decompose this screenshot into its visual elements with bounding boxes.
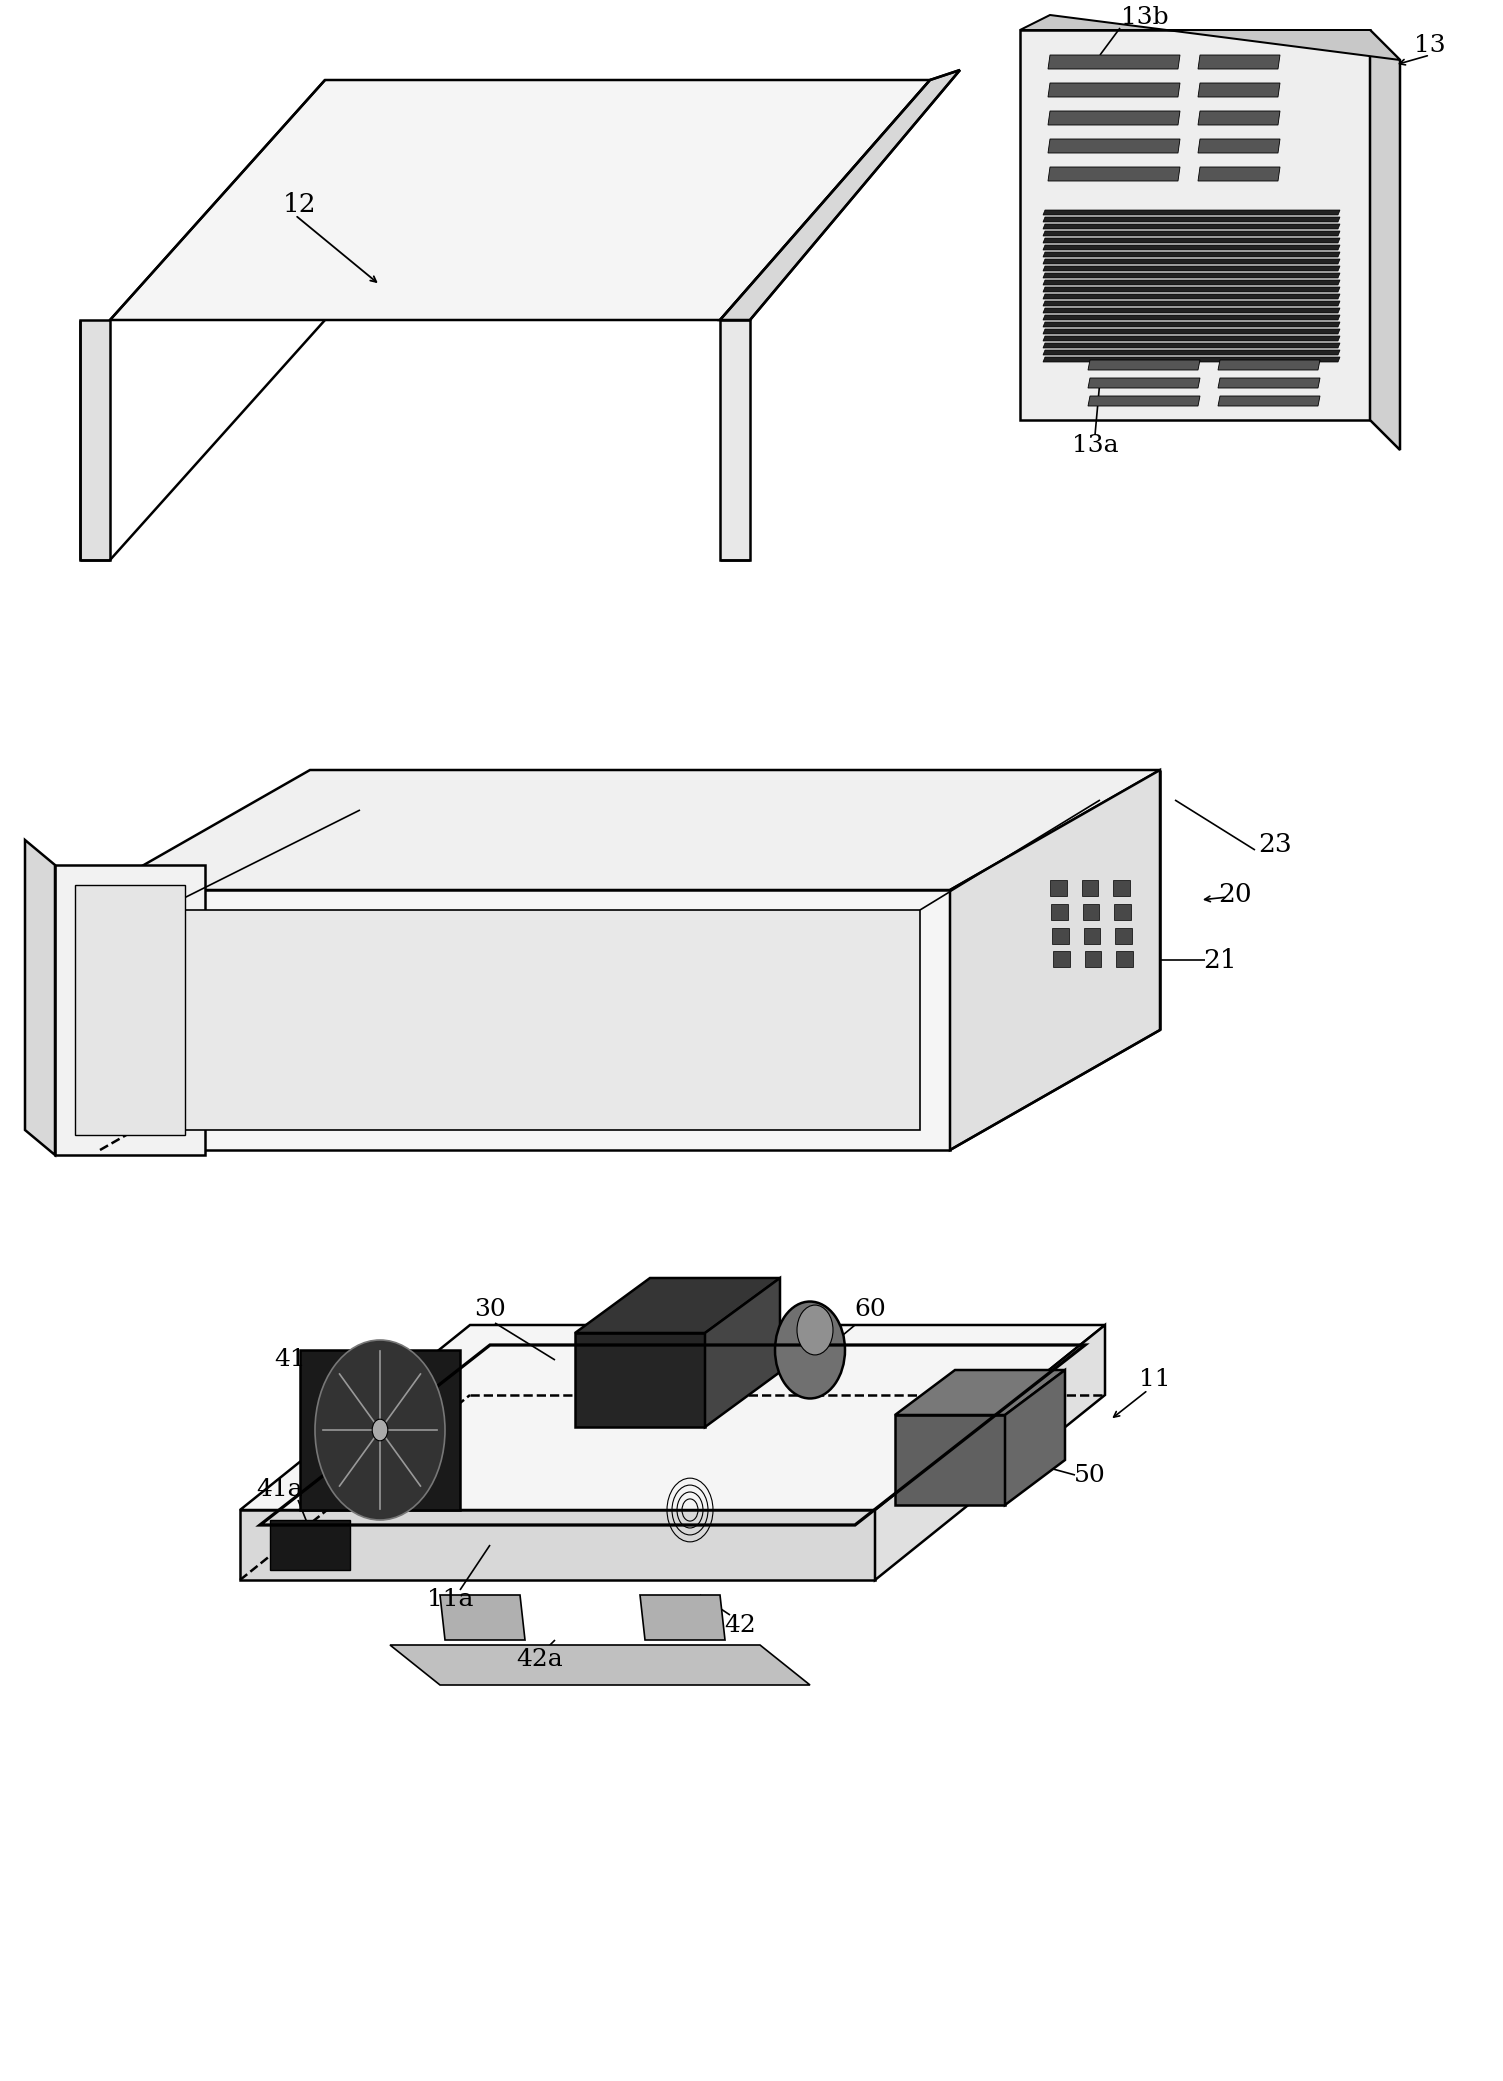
Polygon shape xyxy=(1021,15,1399,60)
Text: 20: 20 xyxy=(1219,882,1252,907)
Text: 41: 41 xyxy=(274,1348,305,1371)
Polygon shape xyxy=(1043,246,1341,250)
Polygon shape xyxy=(1082,880,1099,897)
Polygon shape xyxy=(271,1519,350,1569)
Polygon shape xyxy=(75,884,185,1134)
Polygon shape xyxy=(1048,139,1180,154)
Polygon shape xyxy=(1043,281,1341,285)
Polygon shape xyxy=(1198,166,1281,181)
Polygon shape xyxy=(1082,903,1099,920)
Text: 41a: 41a xyxy=(257,1478,304,1502)
Polygon shape xyxy=(110,79,930,320)
Polygon shape xyxy=(1043,287,1341,291)
Polygon shape xyxy=(1043,231,1341,235)
Polygon shape xyxy=(1115,928,1132,943)
Polygon shape xyxy=(1198,110,1281,125)
Polygon shape xyxy=(1217,379,1320,387)
Text: 11: 11 xyxy=(1139,1369,1171,1392)
Polygon shape xyxy=(1043,314,1341,320)
Polygon shape xyxy=(1043,225,1341,229)
Polygon shape xyxy=(1085,951,1102,968)
Text: 13b: 13b xyxy=(1121,6,1169,29)
Polygon shape xyxy=(1088,360,1199,370)
Polygon shape xyxy=(1043,350,1341,356)
Text: 13a: 13a xyxy=(1072,433,1118,456)
Polygon shape xyxy=(640,1594,724,1640)
Polygon shape xyxy=(1048,166,1180,181)
Text: 13: 13 xyxy=(1414,33,1446,56)
Text: 50: 50 xyxy=(1075,1463,1106,1486)
Polygon shape xyxy=(1006,1369,1066,1505)
Polygon shape xyxy=(1043,335,1341,341)
Polygon shape xyxy=(1371,29,1399,449)
Polygon shape xyxy=(1043,329,1341,333)
Polygon shape xyxy=(1088,379,1199,387)
Polygon shape xyxy=(26,841,56,1155)
Polygon shape xyxy=(1054,951,1070,968)
Polygon shape xyxy=(1198,54,1281,69)
Polygon shape xyxy=(720,71,960,320)
Polygon shape xyxy=(56,866,204,1155)
Polygon shape xyxy=(240,1511,875,1579)
Text: 12: 12 xyxy=(283,194,317,219)
Polygon shape xyxy=(1043,210,1341,214)
Polygon shape xyxy=(1198,83,1281,98)
Text: 23: 23 xyxy=(1258,832,1293,857)
Polygon shape xyxy=(1043,302,1341,306)
Polygon shape xyxy=(101,770,1160,891)
Polygon shape xyxy=(80,320,110,560)
Polygon shape xyxy=(576,1278,780,1334)
Circle shape xyxy=(776,1301,845,1398)
Polygon shape xyxy=(1043,237,1341,243)
Polygon shape xyxy=(576,1334,705,1428)
Polygon shape xyxy=(1051,903,1067,920)
Polygon shape xyxy=(1117,951,1133,968)
Circle shape xyxy=(316,1340,445,1519)
Polygon shape xyxy=(440,1594,525,1640)
Polygon shape xyxy=(1217,395,1320,406)
Polygon shape xyxy=(1114,880,1130,897)
Text: 60: 60 xyxy=(854,1299,885,1321)
Polygon shape xyxy=(1052,928,1069,943)
Polygon shape xyxy=(1043,266,1341,271)
Polygon shape xyxy=(1051,880,1067,897)
Polygon shape xyxy=(1217,360,1320,370)
Polygon shape xyxy=(894,1369,1066,1415)
Text: 11a: 11a xyxy=(427,1588,473,1611)
Polygon shape xyxy=(159,909,920,1130)
Polygon shape xyxy=(1043,293,1341,300)
Polygon shape xyxy=(1198,139,1281,154)
Polygon shape xyxy=(1043,343,1341,348)
Polygon shape xyxy=(1043,273,1341,279)
Polygon shape xyxy=(1043,252,1341,256)
Text: 30: 30 xyxy=(473,1299,507,1321)
Polygon shape xyxy=(389,1644,810,1686)
Polygon shape xyxy=(1021,29,1371,420)
Text: 21: 21 xyxy=(1204,947,1237,972)
Polygon shape xyxy=(1048,83,1180,98)
Polygon shape xyxy=(1043,323,1341,327)
Polygon shape xyxy=(101,891,950,1151)
Polygon shape xyxy=(705,1278,780,1428)
Polygon shape xyxy=(240,1326,1105,1511)
Polygon shape xyxy=(1043,308,1341,312)
Text: 42a: 42a xyxy=(517,1648,564,1671)
Polygon shape xyxy=(1043,258,1341,264)
Polygon shape xyxy=(1043,358,1341,362)
Polygon shape xyxy=(875,1326,1105,1579)
Polygon shape xyxy=(1084,928,1100,943)
Circle shape xyxy=(373,1419,388,1440)
Polygon shape xyxy=(720,320,750,560)
Polygon shape xyxy=(1114,903,1130,920)
Polygon shape xyxy=(1048,54,1180,69)
Polygon shape xyxy=(950,770,1160,1151)
Polygon shape xyxy=(1048,110,1180,125)
Polygon shape xyxy=(1088,395,1199,406)
Text: 42: 42 xyxy=(724,1613,756,1636)
Polygon shape xyxy=(301,1351,460,1511)
Polygon shape xyxy=(1043,216,1341,223)
Circle shape xyxy=(797,1305,833,1355)
Polygon shape xyxy=(894,1415,1006,1505)
